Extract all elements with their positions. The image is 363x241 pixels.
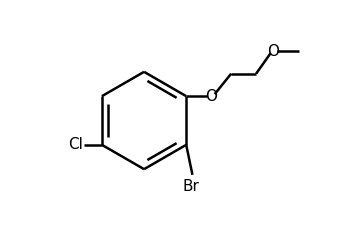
Text: O: O	[205, 89, 217, 104]
Text: Cl: Cl	[68, 137, 83, 152]
Text: Br: Br	[183, 179, 200, 194]
Text: O: O	[268, 44, 280, 59]
